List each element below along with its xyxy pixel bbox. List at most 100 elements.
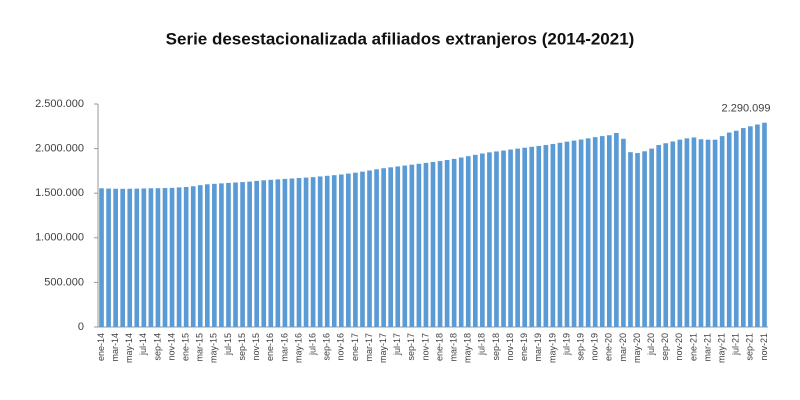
bar <box>550 143 556 327</box>
bar <box>296 178 302 327</box>
bar <box>740 128 746 327</box>
bar <box>346 173 351 327</box>
y-tick-label: 1.000.000 <box>35 232 84 244</box>
bar <box>663 143 669 327</box>
bar <box>127 188 133 327</box>
x-tick-label: nov-14 <box>166 333 176 361</box>
bar <box>367 170 372 327</box>
bar <box>254 180 260 327</box>
bar <box>649 148 654 327</box>
bar <box>529 146 535 327</box>
bar <box>508 149 513 327</box>
bar <box>515 148 520 327</box>
chart-title: Serie desestacionalizada afiliados extra… <box>166 29 635 48</box>
bar <box>402 165 408 327</box>
x-tick-label: may-16 <box>293 333 303 363</box>
bar <box>684 138 690 327</box>
bar <box>381 168 386 327</box>
bar <box>642 151 647 327</box>
x-tick-label: jul-18 <box>477 333 487 356</box>
bar <box>585 138 591 327</box>
x-tick-label: may-14 <box>124 333 134 363</box>
bar <box>282 178 288 327</box>
bar <box>522 147 528 327</box>
x-tick-label: may-18 <box>463 333 473 363</box>
x-tick-label: mar-15 <box>195 333 205 362</box>
bar <box>120 188 126 327</box>
bar <box>240 182 245 327</box>
x-tick-label: nov-15 <box>251 333 261 361</box>
bar <box>494 151 499 327</box>
bar <box>212 183 217 327</box>
bar <box>176 187 182 327</box>
x-tick-label: sep-21 <box>745 333 755 361</box>
x-tick-label: mar-14 <box>110 333 120 362</box>
x-tick-label: jul-14 <box>138 333 148 356</box>
bar <box>233 182 238 327</box>
bar <box>162 188 168 327</box>
bar <box>247 181 252 327</box>
x-tick-label: nov-16 <box>336 333 346 361</box>
bar <box>501 150 506 327</box>
bar <box>219 183 224 327</box>
x-tick-label: sep-15 <box>237 333 247 361</box>
bar <box>395 166 401 327</box>
bar <box>635 153 640 327</box>
bar <box>677 139 683 327</box>
bar <box>698 139 704 327</box>
bar <box>571 140 577 327</box>
bar <box>360 171 365 327</box>
x-tick-label: mar-18 <box>449 333 459 362</box>
x-tick-label: jul-17 <box>392 333 402 356</box>
bar <box>691 137 697 327</box>
x-tick-label: jul-19 <box>561 333 571 356</box>
bar <box>261 180 267 327</box>
bar <box>614 132 619 327</box>
bar <box>106 188 111 327</box>
x-tick-label: sep-17 <box>406 333 416 361</box>
bar <box>268 179 274 327</box>
x-tick-label: may-20 <box>632 333 642 363</box>
x-tick-label: sep-19 <box>575 333 585 361</box>
bar <box>430 161 436 327</box>
bar <box>465 156 471 327</box>
bar <box>656 145 662 327</box>
bar <box>458 157 464 327</box>
y-tick-label: 2.000.000 <box>35 143 84 155</box>
bar <box>113 188 118 327</box>
x-tick-label: mar-16 <box>279 333 289 362</box>
x-tick-label: ene-20 <box>604 333 614 361</box>
x-tick-label: sep-16 <box>322 333 332 361</box>
y-tick-label: 500.000 <box>44 276 84 288</box>
x-tick-label: ene-14 <box>96 333 106 361</box>
bar <box>331 175 337 327</box>
bar <box>226 182 231 327</box>
x-tick-label: jul-21 <box>731 333 741 356</box>
bar <box>99 188 104 327</box>
x-tick-label: mar-20 <box>618 333 628 362</box>
bar <box>606 135 612 327</box>
bar <box>134 188 140 327</box>
bar <box>374 169 379 327</box>
y-tick-label: 2.500.000 <box>35 98 84 110</box>
bar <box>444 160 450 327</box>
x-tick-label: jul-20 <box>646 333 656 356</box>
bar <box>628 152 633 327</box>
bar <box>155 188 161 327</box>
bar <box>388 167 394 327</box>
x-tick-label: ene-18 <box>434 333 444 361</box>
bar <box>762 122 767 327</box>
x-tick-label: may-15 <box>209 333 219 363</box>
x-tick-label: may-17 <box>378 333 388 363</box>
bar <box>536 145 542 327</box>
bar <box>317 176 323 327</box>
y-tick-label: 1.500.000 <box>35 187 84 199</box>
x-tick-label: sep-14 <box>152 333 162 361</box>
bar <box>204 184 210 327</box>
x-tick-label: jul-15 <box>223 333 233 356</box>
annotation: 2.290.099 <box>722 103 771 115</box>
bar <box>670 141 676 327</box>
x-tick-label: ene-21 <box>688 333 698 361</box>
x-tick-label: ene-19 <box>519 333 529 361</box>
